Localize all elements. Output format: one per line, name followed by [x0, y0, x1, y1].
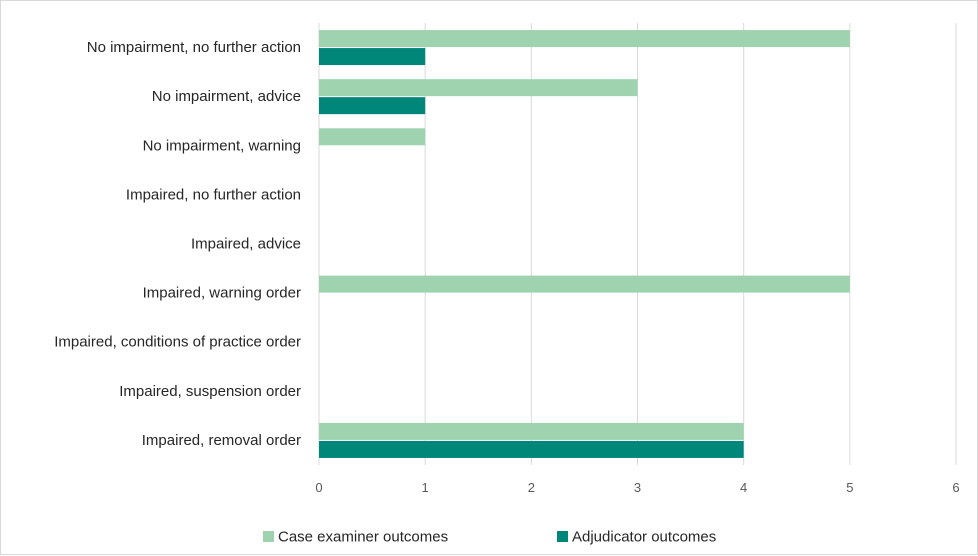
bar-case-examiner	[319, 422, 744, 440]
category-label: No impairment, no further action	[87, 39, 301, 56]
legend-label: Case examiner outcomes	[278, 529, 448, 546]
bar-case-examiner	[319, 79, 638, 97]
category-label: No impairment, advice	[152, 88, 301, 105]
legend-swatch	[263, 531, 274, 542]
x-tick-label: 5	[846, 480, 853, 495]
legend: Case examiner outcomes Adjudicator outcom…	[263, 529, 716, 546]
x-tick-label: 3	[634, 480, 641, 495]
bar-case-examiner	[319, 30, 850, 48]
bar-adjudicator	[319, 48, 426, 66]
bars	[319, 30, 850, 458]
category-label: Impaired, conditions of practice order	[54, 334, 301, 351]
category-labels: No impairment, no further action No impai…	[54, 39, 301, 449]
category-label: Impaired, removal order	[142, 432, 301, 449]
legend-swatch	[557, 531, 568, 542]
x-tick-label: 4	[740, 480, 747, 495]
grid-lines	[318, 23, 957, 465]
legend-label: Adjudicator outcomes	[572, 529, 716, 546]
bar-adjudicator	[319, 97, 426, 115]
category-label: Impaired, no further action	[126, 186, 301, 203]
bar-case-examiner	[319, 128, 426, 146]
category-label: No impairment, warning	[143, 137, 301, 154]
x-tick-labels: 0 1 2 3 4 5 6	[315, 480, 959, 495]
x-tick-label: 2	[528, 480, 535, 495]
category-label: Impaired, advice	[191, 236, 301, 253]
x-tick-label: 1	[422, 480, 429, 495]
x-tick-label: 6	[952, 480, 959, 495]
category-label: Impaired, warning order	[143, 285, 301, 302]
bar-case-examiner	[319, 275, 850, 293]
x-tick-label: 0	[315, 480, 322, 495]
category-label: Impaired, suspension order	[119, 383, 301, 400]
bar-adjudicator	[319, 440, 744, 458]
